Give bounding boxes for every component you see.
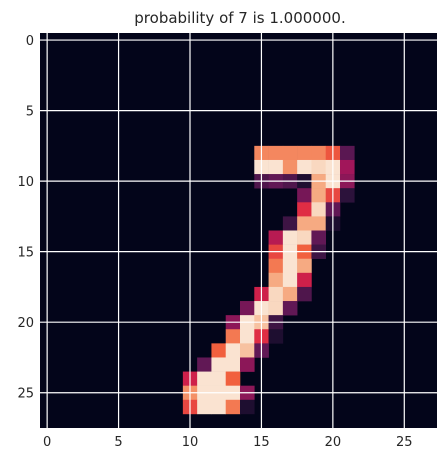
heatmap-cell [268,286,284,302]
heatmap-cell [197,399,212,415]
heatmap-cell [225,371,241,386]
axis-ticks: 0 5 10 15 20 25 0 5 10 15 20 25 [17,34,412,450]
heatmap-cell [297,188,312,203]
heatmap-cell [225,343,241,358]
heatmap-cell [340,159,355,175]
heatmap-cell [211,343,227,358]
heatmap-cell [282,145,298,161]
x-tick-label: 5 [114,435,122,450]
heatmap-cell [282,216,298,231]
y-tick-label: 25 [17,387,34,402]
heatmap-cell [240,399,255,415]
heatmap-cell [297,272,312,288]
heatmap-cell [311,216,327,231]
heatmap-cell [282,286,298,302]
heatmap-cell [311,230,327,245]
heatmap-cell [240,329,255,344]
gridlines [40,33,437,428]
heatmap-cell [340,145,355,161]
heatmap-cell [268,258,284,274]
y-tick-label: 10 [17,175,34,190]
x-tick-label: 25 [396,435,413,450]
y-tick-label: 0 [26,34,34,49]
heatmap-cell [211,399,227,415]
heatmap-cell [297,230,312,245]
heatmap-cell [311,145,327,161]
heatmap-cell [297,145,312,161]
heatmap-cell [197,371,212,386]
heatmap-cell [268,301,284,316]
heatmap-cell [311,159,327,175]
heatmap-cell [297,216,312,231]
heatmap-cell [240,357,255,372]
heatmap-cell [240,301,255,316]
y-tick-label: 20 [17,316,34,331]
heatmap-cell [282,301,298,316]
heatmap-cell [197,357,212,372]
heatmap-cell [297,286,312,302]
heatmap-cell [282,159,298,175]
heatmap-cell [240,343,255,358]
x-tick-label: 15 [253,435,270,450]
heatmap-cell [297,159,312,175]
chart-title: probability of 7 is 1.000000. [134,9,345,27]
x-tick-label: 10 [182,435,199,450]
y-tick-label: 15 [17,246,34,261]
heatmap-cell [225,329,241,344]
x-tick-label: 20 [325,435,342,450]
heatmap-cell [282,258,298,274]
heatmap-cell [282,272,298,288]
heatmap-cell [297,202,312,217]
heatmap-cell [268,159,284,175]
heatmap-cell [211,357,227,372]
heatmap-cells [40,33,437,428]
heatmap-cell [268,145,284,161]
heatmap-cell [268,329,284,344]
heatmap-cell [282,230,298,245]
heatmap-cell [297,258,312,274]
heatmap-cell [268,230,284,245]
x-tick-label: 0 [43,435,51,450]
heatmap-cell [268,272,284,288]
heatmap-cell [225,357,241,372]
heatmap-cell [311,202,327,217]
heatmap-cell [311,188,327,203]
heatmap-cell [225,399,241,415]
y-tick-label: 5 [26,105,34,120]
heatmap-cell [211,371,227,386]
heatmap-cell [340,188,355,203]
